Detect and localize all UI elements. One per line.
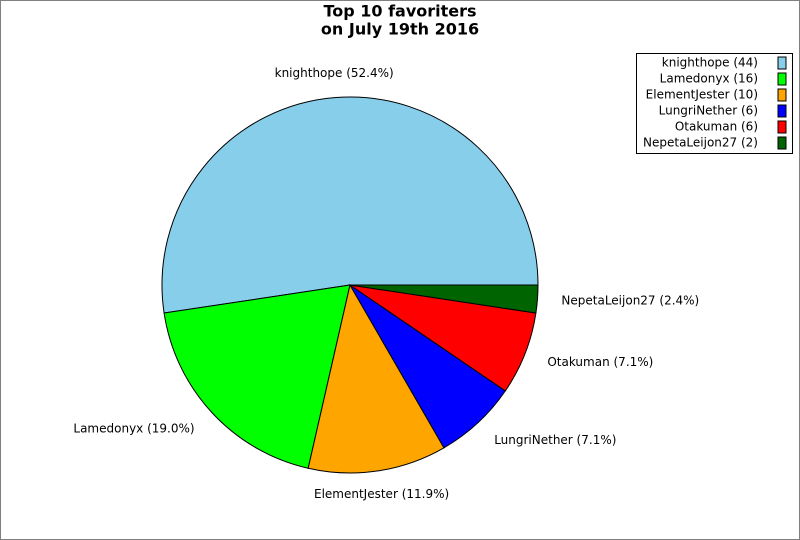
legend-box — [636, 53, 793, 154]
legend-swatch — [777, 104, 787, 118]
pie-slice — [163, 284, 351, 469]
slice-label: Otakuman (7.1%) — [547, 355, 653, 369]
slice-label: Lamedonyx (19.0%) — [73, 422, 194, 436]
legend-swatch — [777, 88, 787, 102]
slice-label: knighthope (52.4%) — [275, 66, 394, 80]
pie-slice — [307, 283, 445, 474]
chart-title: Top 10 favoriters — [323, 2, 476, 21]
legend-swatch — [777, 120, 787, 134]
legend-swatch — [777, 72, 787, 86]
slice-label: NepetaLeijon27 (2.4%) — [561, 293, 699, 307]
slice-label: ElementJester (11.9%) — [314, 487, 449, 501]
legend-label: ElementJester (10) — [646, 88, 758, 102]
legend-swatch — [777, 136, 787, 150]
pie-slice — [349, 284, 539, 314]
legend-swatch — [777, 56, 787, 70]
legend-label: NepetaLeijon27 (2) — [643, 136, 758, 150]
pie-slice — [161, 96, 539, 314]
slice-label: LungriNether (7.1%) — [494, 433, 616, 447]
chart-title: on July 19th 2016 — [321, 20, 479, 39]
legend-label: knighthope (44) — [662, 56, 758, 70]
legend-label: Lamedonyx (16) — [660, 72, 758, 86]
legend-label: Otakuman (6) — [675, 120, 758, 134]
legend-label: LungriNether (6) — [659, 104, 758, 118]
